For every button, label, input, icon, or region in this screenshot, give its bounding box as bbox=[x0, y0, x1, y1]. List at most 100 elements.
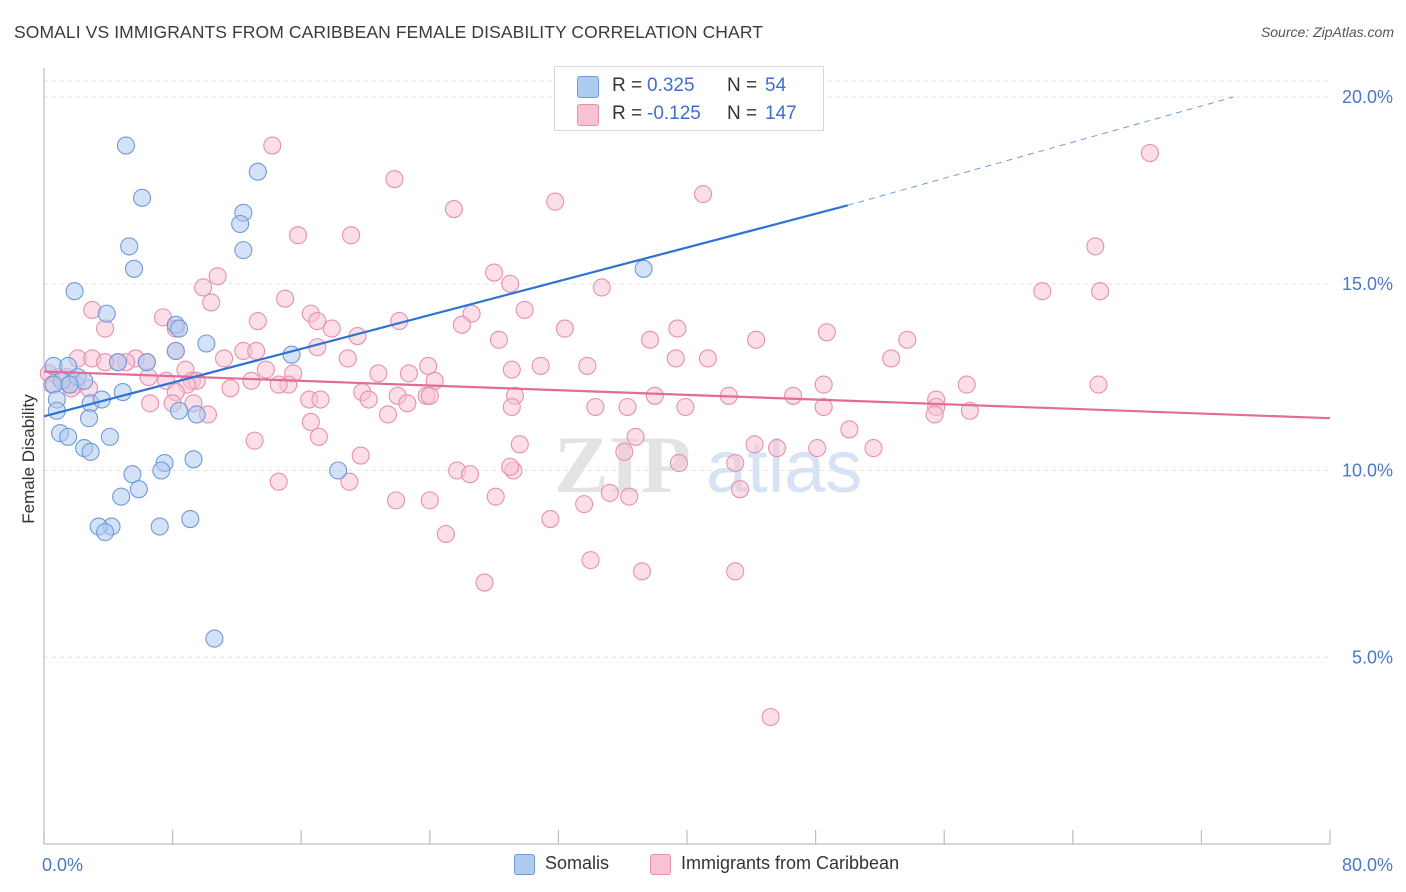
somalis-point bbox=[169, 401, 189, 420]
somalis-point bbox=[65, 282, 84, 301]
y-tick-label: 15.0% bbox=[1342, 274, 1393, 294]
caribbean-point bbox=[541, 510, 560, 529]
caribbean-point bbox=[726, 562, 745, 581]
somalis-point bbox=[169, 319, 189, 338]
caribbean-point bbox=[586, 397, 605, 417]
somalis-point bbox=[329, 461, 348, 480]
caribbean-point bbox=[263, 136, 282, 155]
caribbean-point bbox=[452, 315, 472, 334]
caribbean-point bbox=[555, 319, 574, 338]
caribbean-point bbox=[308, 312, 327, 331]
somalis-point bbox=[123, 465, 142, 484]
caribbean-point bbox=[669, 453, 689, 473]
caribbean-legend-swatch bbox=[650, 854, 671, 875]
caribbean-point bbox=[726, 453, 745, 473]
caribbean-point bbox=[269, 472, 288, 491]
caribbean-point bbox=[808, 439, 827, 458]
caribbean-swatch bbox=[577, 104, 599, 126]
somalis-point bbox=[248, 162, 267, 181]
caribbean-point bbox=[338, 349, 357, 368]
somalis-trend-line bbox=[43, 204, 849, 418]
n-label: N = bbox=[727, 75, 758, 96]
caribbean-point bbox=[309, 427, 328, 446]
caribbean-point bbox=[581, 551, 600, 570]
caribbean-point bbox=[615, 442, 634, 461]
caribbean-point bbox=[501, 274, 520, 293]
n-value: 54 bbox=[765, 75, 787, 96]
caribbean-point bbox=[925, 405, 944, 424]
caribbean-point bbox=[359, 390, 378, 409]
caribbean-point bbox=[311, 390, 330, 409]
caribbean-point bbox=[194, 278, 213, 297]
series-caribbean-points bbox=[39, 136, 1160, 727]
y-tick-label: 5.0% bbox=[1352, 647, 1393, 667]
caribbean-point bbox=[1089, 375, 1108, 394]
caribbean-point bbox=[761, 707, 780, 727]
caribbean-point bbox=[510, 435, 529, 454]
caribbean-point bbox=[882, 349, 901, 368]
caribbean-point bbox=[141, 394, 160, 413]
caribbean-point bbox=[242, 371, 261, 390]
caribbean-point bbox=[399, 364, 418, 383]
n-label: N = bbox=[727, 103, 758, 124]
caribbean-point bbox=[515, 300, 534, 319]
caribbean-point bbox=[139, 368, 158, 387]
caribbean-point bbox=[420, 386, 439, 405]
caribbean-point bbox=[301, 412, 320, 431]
somalis-point bbox=[150, 517, 169, 536]
caribbean-point bbox=[276, 289, 295, 308]
caribbean-point bbox=[546, 192, 565, 211]
caribbean-point bbox=[351, 446, 370, 465]
caribbean-point bbox=[247, 341, 266, 361]
caribbean-point bbox=[248, 312, 267, 331]
caribbean-point bbox=[486, 487, 505, 506]
somalis-point bbox=[152, 461, 171, 480]
r-label: R = bbox=[612, 75, 643, 96]
y-tick-label: 20.0% bbox=[1342, 87, 1393, 107]
caribbean-point bbox=[96, 319, 115, 338]
r-value: -0.125 bbox=[647, 103, 701, 124]
somalis-trend-extension bbox=[847, 96, 1234, 206]
somalis-legend-swatch bbox=[514, 854, 535, 875]
caribbean-point bbox=[485, 263, 504, 282]
caribbean-point bbox=[420, 491, 439, 510]
caribbean-point bbox=[444, 200, 463, 219]
caribbean-point bbox=[502, 397, 521, 417]
caribbean-point bbox=[626, 427, 645, 446]
somalis-point bbox=[181, 510, 200, 529]
caribbean-point bbox=[419, 356, 438, 375]
stats-legend: R = 0.325 N = 54 R = -0.125 N = 147 bbox=[554, 66, 824, 131]
caribbean-point bbox=[814, 397, 833, 417]
caribbean-point bbox=[221, 379, 240, 398]
caribbean-point bbox=[398, 394, 417, 413]
caribbean-point bbox=[501, 457, 520, 476]
watermark: ZIP atlas bbox=[554, 419, 862, 510]
caribbean-point bbox=[745, 435, 764, 454]
r-label: R = bbox=[612, 103, 643, 124]
somalis-point bbox=[184, 450, 203, 469]
caribbean-point bbox=[341, 226, 361, 245]
caribbean-point bbox=[489, 330, 508, 349]
caribbean-point bbox=[840, 420, 859, 439]
gridlines bbox=[44, 80, 1330, 658]
somalis-point bbox=[634, 259, 653, 278]
caribbean-point bbox=[269, 375, 288, 394]
somalis-point bbox=[44, 375, 63, 394]
caribbean-point bbox=[618, 397, 637, 417]
caribbean-point bbox=[578, 356, 597, 375]
somalis-point bbox=[187, 405, 206, 424]
caribbean-point bbox=[767, 439, 787, 458]
caribbean-point bbox=[288, 226, 308, 245]
caribbean-point bbox=[666, 349, 685, 368]
chart-title: SOMALI VS IMMIGRANTS FROM CARIBBEAN FEMA… bbox=[14, 22, 764, 42]
tick-labels: 5.0% 10.0% 15.0% 20.0% 0.0% 80.0% bbox=[42, 87, 1393, 875]
somalis-point bbox=[137, 353, 156, 372]
x-tick-label: 0.0% bbox=[42, 855, 83, 875]
caribbean-point bbox=[385, 170, 404, 189]
caribbean-point bbox=[676, 397, 695, 417]
caribbean-point bbox=[747, 330, 766, 349]
caribbean-point bbox=[645, 386, 664, 405]
caribbean-point bbox=[256, 360, 275, 379]
caribbean-point bbox=[960, 401, 979, 420]
